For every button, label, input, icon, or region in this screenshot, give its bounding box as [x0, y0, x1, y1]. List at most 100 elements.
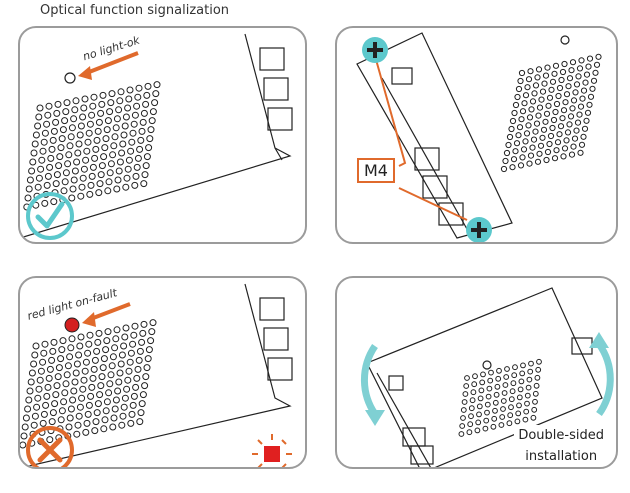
vent-hole [76, 403, 84, 411]
vent-hole [87, 181, 95, 189]
vent-hole [577, 103, 585, 110]
vent-hole [130, 331, 138, 339]
vent-hole [516, 394, 523, 401]
vent-hole [519, 370, 526, 377]
vent-hole [532, 398, 538, 405]
vent-hole [34, 183, 42, 191]
vent-hole [502, 382, 509, 388]
vent-hole [506, 420, 513, 427]
vent-hole [529, 98, 537, 105]
vent-hole [58, 407, 66, 415]
vent-hole [138, 338, 146, 346]
vent-hole [29, 158, 37, 166]
vent-hole [115, 167, 123, 175]
vent-hole [93, 409, 101, 417]
vent-hole [36, 104, 44, 112]
rotate-arrow-left-icon [360, 344, 378, 416]
vent-hole [579, 95, 586, 102]
vent-hole [124, 376, 132, 384]
vent-hole [131, 181, 139, 189]
vent-hole [543, 110, 551, 117]
vent-hole [523, 408, 530, 415]
vent-hole [517, 162, 525, 169]
wire-line [374, 55, 407, 167]
vent-hole [500, 406, 506, 412]
vent-hole [119, 140, 127, 148]
vent-hole [95, 118, 103, 126]
vent-hole [84, 410, 92, 418]
vent-hole [41, 340, 49, 348]
vent-hole [460, 415, 466, 421]
vent-hole [153, 81, 161, 89]
vent-hole [576, 65, 584, 72]
vent-hole [45, 102, 53, 110]
vent-hole [39, 147, 47, 155]
vent-hole [81, 367, 89, 375]
vent-hole [524, 392, 531, 399]
vent-hole [32, 131, 40, 139]
vent-hole [100, 153, 108, 161]
vent-hole [37, 165, 45, 173]
vent-hole [142, 373, 150, 381]
vent-hole [522, 416, 529, 423]
vent-hole [561, 145, 569, 152]
vent-hole [503, 149, 511, 157]
vent-hole [75, 412, 83, 420]
vent-hole [542, 118, 549, 125]
vent-hole [55, 364, 63, 372]
vent-hole [501, 390, 508, 396]
vent-hole [31, 412, 39, 420]
vent-hole [84, 138, 92, 146]
vent-hole [85, 129, 93, 137]
vent-holes [458, 358, 542, 437]
vent-hole [72, 97, 80, 105]
vent-hole [593, 61, 601, 68]
vent-hole [131, 322, 139, 330]
vent-hole [133, 163, 141, 171]
vent-hole [544, 64, 551, 71]
vent-hole [536, 358, 542, 365]
vent-hole [73, 158, 81, 166]
vent-hole [121, 122, 129, 130]
vent-hole [492, 407, 498, 414]
vent-hole [516, 124, 524, 131]
vent-hole [534, 158, 542, 165]
vent-hole [512, 101, 520, 109]
vent-hole [103, 337, 111, 345]
vent-hole [546, 94, 554, 101]
vent-hole [85, 340, 93, 348]
vent-hole [125, 367, 133, 375]
vent-hole [139, 118, 147, 126]
vent-hole [31, 140, 39, 148]
vent-hole [135, 356, 143, 364]
vent-hole [95, 189, 103, 197]
vent-hole [74, 149, 82, 157]
vent-hole [44, 383, 52, 391]
vent-hole [116, 158, 124, 166]
vent-hole [553, 147, 560, 154]
vent-hole [108, 90, 116, 98]
vent-hole [574, 119, 582, 126]
vent-hole [518, 69, 526, 77]
vent-hole [20, 432, 28, 440]
vent-hole [86, 190, 94, 198]
vent-hole [104, 328, 112, 336]
vent-hole [88, 172, 96, 180]
vent-hole [86, 331, 94, 339]
vent-hole [116, 369, 124, 377]
vent-hole [143, 153, 151, 161]
vent-hole [67, 344, 75, 352]
vent-hole [129, 401, 137, 409]
vent-hole [469, 397, 476, 404]
vent-hole [122, 183, 130, 191]
vent-hole [136, 418, 144, 426]
vent-hole [66, 353, 74, 361]
vent-hole [102, 407, 110, 415]
vent-hole [570, 143, 577, 150]
vent-hole [152, 90, 160, 98]
vent-hole [43, 181, 51, 189]
vent-hole [135, 84, 143, 92]
vent-hole [117, 360, 125, 368]
vent-hole [111, 405, 119, 413]
vent-hole [77, 333, 85, 341]
